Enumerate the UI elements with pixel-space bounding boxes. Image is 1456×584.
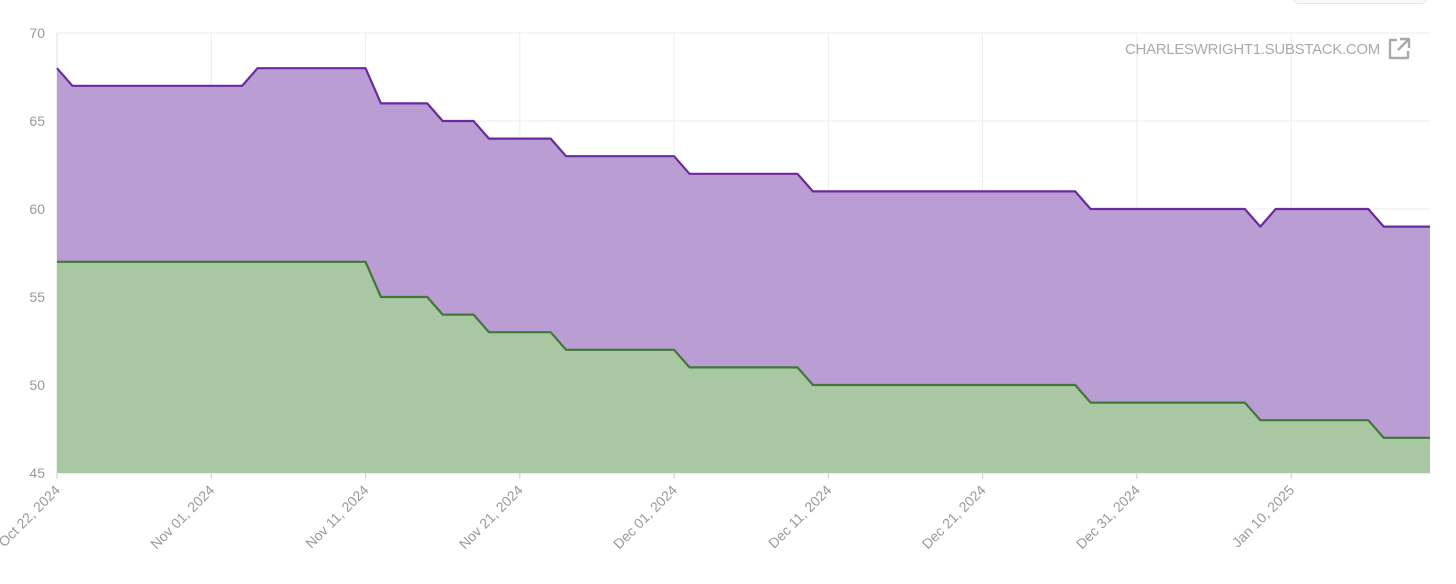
external-link-icon (1386, 36, 1412, 62)
y-tick-label: 50 (29, 377, 45, 393)
y-axis-ticks: 45 50 55 60 65 70 (29, 25, 45, 481)
y-tick-label: 55 (29, 289, 45, 305)
series-line-0 (56, 67, 1430, 228)
y-tick-label: 45 (29, 465, 45, 481)
x-tick-label: Dec 31, 2024 (1073, 482, 1143, 552)
x-tick-label: Oct 22, 2024 (0, 482, 63, 550)
x-tick-label: Nov 11, 2024 (302, 482, 372, 552)
series-lines (56, 67, 1430, 439)
x-tick-label: Jan 10, 2025 (1229, 482, 1298, 551)
y-tick-label: 65 (29, 113, 45, 129)
x-tick-label: Dec 01, 2024 (610, 482, 680, 552)
series-areas (57, 68, 1430, 473)
x-tick-label: Dec 21, 2024 (919, 482, 989, 552)
y-tick-label: 60 (29, 201, 45, 217)
x-tick-label: Dec 11, 2024 (765, 482, 835, 552)
watermark-text: CHARLESWRIGHT1.SUBSTACK.COM (1125, 40, 1380, 58)
x-axis-ticks: Oct 22, 2024 Nov 01, 2024 Nov 11, 2024 Nov … (0, 482, 1297, 552)
x-tick-label: Nov 01, 2024 (147, 482, 217, 552)
x-tick-label: Nov 21, 2024 (456, 482, 526, 552)
watermark-link[interactable]: CHARLESWRIGHT1.SUBSTACK.COM (1125, 36, 1412, 62)
y-tick-label: 70 (29, 25, 45, 41)
series-line-1 (57, 260, 1430, 439)
